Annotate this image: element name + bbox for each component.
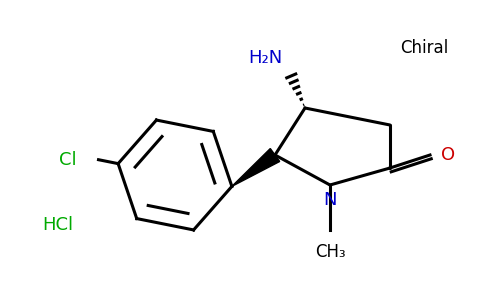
Text: CH₃: CH₃: [315, 243, 345, 261]
Text: H₂N: H₂N: [248, 49, 282, 67]
Text: HCl: HCl: [42, 216, 73, 234]
Text: Chiral: Chiral: [400, 39, 448, 57]
Text: O: O: [441, 146, 455, 164]
Polygon shape: [232, 148, 280, 186]
Text: Cl: Cl: [59, 151, 76, 169]
Text: N: N: [323, 191, 337, 209]
